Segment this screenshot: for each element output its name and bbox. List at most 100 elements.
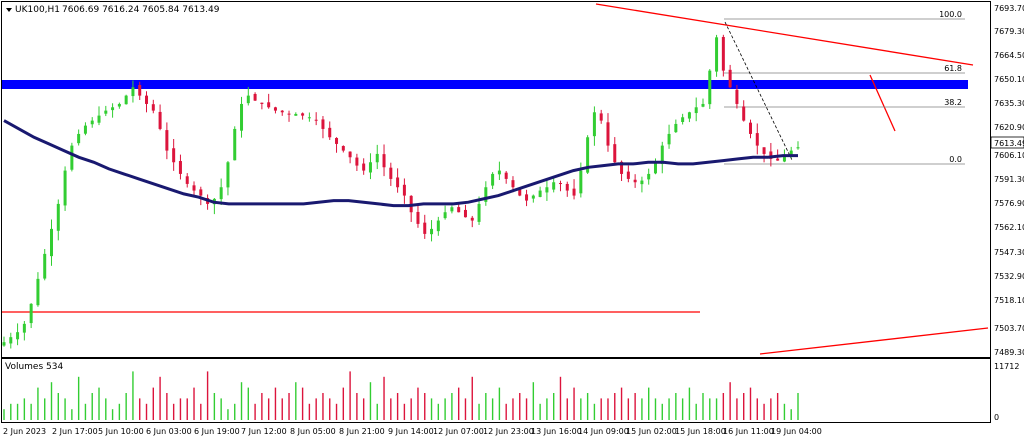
candle-body [653,162,657,174]
candle-body [504,172,508,179]
candle-body [348,151,352,158]
candle-body [525,194,529,201]
candle-body [674,123,678,133]
candle-body [253,93,257,101]
candle-body [497,170,501,175]
candle-body [314,119,318,121]
candle-body [545,187,549,193]
candle-body [511,180,515,188]
candle-body [63,170,67,206]
candle-body [145,95,149,104]
candle-body [273,107,277,111]
candle-body [484,187,488,202]
candle-body [694,107,698,114]
time-axis: 2 Jun 2023 2 Jun 17:00 5 Jun 10:00 6 Jun… [3,427,822,436]
candle-body [782,155,786,162]
candle-body [50,228,54,257]
candle-body [287,113,291,115]
main-chart-frame [1,1,991,358]
candle-body [77,133,81,144]
candle-body [606,122,610,146]
fib-label-61-8: 61.8 [944,64,962,73]
candle-body [246,95,250,104]
candle-body [267,102,271,108]
candle-body [565,183,569,191]
fib-trendline [724,21,793,161]
time-tick-6: 8 Jun 05:00 [290,427,336,436]
price-tick-4: 7635.30 [994,99,1024,108]
candlestick-series [2,34,800,349]
candle-body [233,128,237,161]
price-tick-7: 7591.30 [994,175,1024,184]
candle-body [375,153,379,163]
candle-body [531,195,535,199]
candle-body [776,158,780,161]
candle-body [368,162,372,173]
price-tick-6: 7606.10 [994,151,1024,160]
volume-bars [3,371,799,420]
candle-body [124,95,128,105]
candle-body [728,69,732,88]
candle-body [158,111,162,129]
candle-body [138,85,142,96]
fib-label-100: 100.0 [939,10,962,19]
lower-trendline[interactable] [759,327,989,355]
candle-body [199,189,203,196]
time-tick-7: 8 Jun 21:00 [339,427,385,436]
candle-body [226,162,230,188]
candle-body [579,170,583,194]
time-tick-9: 12 Jun 07:00 [433,427,484,436]
candle-body [382,154,386,168]
candle-body [681,117,685,123]
candle-body [151,104,155,111]
upper-trendline[interactable] [595,3,974,66]
candle-body [178,161,182,174]
candle-body [328,127,332,138]
candle-body [70,145,74,170]
moving-average-line[interactable] [3,119,798,208]
candle-body [423,222,427,234]
candle-body [280,110,284,113]
time-tick-8: 9 Jun 14:00 [388,427,434,436]
candle-body [430,228,434,235]
price-tick-8: 7576.90 [994,199,1024,208]
candle-body [613,144,617,163]
candle-body [185,176,189,184]
candle-body [219,187,223,200]
fibonacci-retracement[interactable]: 100.0 61.8 38.2 0.0 [724,10,965,165]
candle-body [97,115,101,123]
candle-body [307,117,311,119]
candle-body [104,110,108,114]
candle-body [470,217,474,221]
projection-arrow-line[interactable] [869,74,896,132]
candle-body [558,183,562,185]
candle-body [321,119,325,129]
candle-body [538,190,542,197]
time-tick-5: 7 Jun 12:00 [241,427,287,436]
volume-panel-label: Volumes 534 [5,362,63,372]
candle-body [83,125,87,134]
candle-body [396,177,400,188]
candle-body [742,106,746,121]
candle-body [443,212,447,219]
candle-body [592,112,596,137]
candle-body [633,179,637,183]
ohlc-readout: 7606.69 7616.24 7605.84 7613.49 [62,5,220,15]
candle-body [748,122,752,134]
symbol-dropdown-icon[interactable] [6,8,12,12]
candle-body [626,171,630,179]
candle-body [755,133,759,146]
time-tick-13: 15 Jun 02:00 [626,427,677,436]
candle-body [586,137,590,173]
candle-body [362,163,366,171]
candle-body [518,188,522,196]
price-tick-3: 7650.10 [994,75,1024,84]
current-price-marker [990,136,1024,149]
candle-body [477,203,481,222]
resistance-zone[interactable] [2,80,968,89]
symbol-label[interactable]: UK100,H1 [15,5,60,15]
candle-body [341,146,345,151]
candle-body [701,103,705,107]
candle-body [192,185,196,191]
